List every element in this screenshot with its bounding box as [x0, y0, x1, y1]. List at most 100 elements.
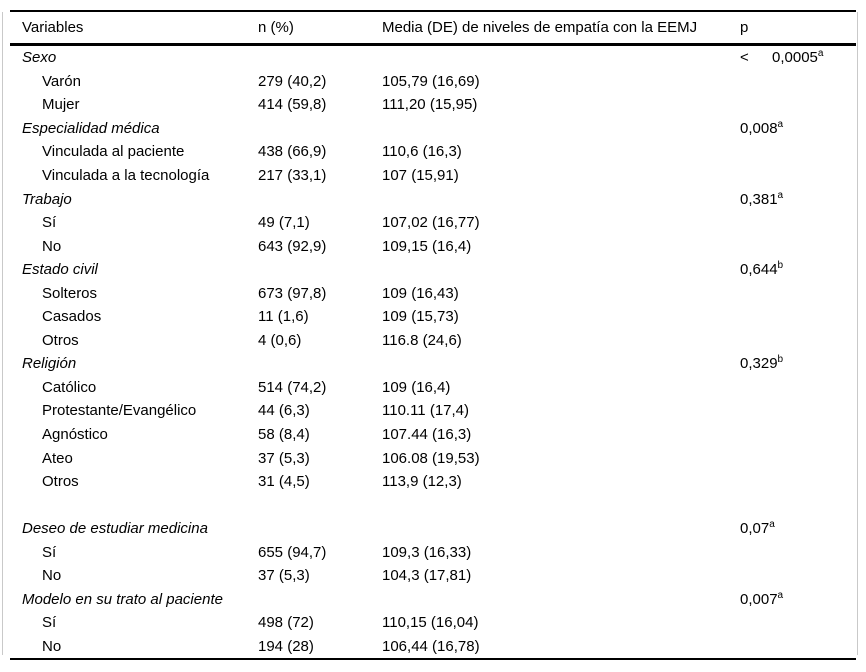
- row-n-value: 4 (0,6): [258, 331, 302, 349]
- row-media-value: 110,15 (16,04): [382, 614, 479, 632]
- table-row: Casados 11 (1,6) 109 (15,73): [10, 305, 856, 329]
- row-n-value: 44 (6,3): [258, 402, 310, 420]
- table-header-row: Variables n (%) Media (DE) de niveles de…: [10, 10, 856, 46]
- table-row: Mujer 414 (59,8) 111,20 (15,95): [10, 93, 856, 117]
- row-media-value: 110.11 (17,4): [382, 402, 470, 420]
- table-row: No 194 (28) 106,44 (16,78): [10, 635, 856, 659]
- p-number: 0,644: [740, 261, 778, 279]
- row-media-value: 111,20 (15,95): [382, 96, 478, 114]
- table-row: No 37 (5,3) 104,3 (17,81): [10, 564, 856, 588]
- row-label: Vinculada a la tecnología: [42, 167, 210, 184]
- row-n-value: 37 (5,3): [258, 449, 310, 467]
- row-n-value: 11 (1,6): [258, 308, 309, 326]
- row-label: Ateo: [42, 449, 73, 467]
- row-label: Otros: [42, 473, 79, 491]
- row-media-value: 106,44 (16,78): [382, 637, 480, 655]
- table-row: Estado civil 0,644b: [10, 258, 856, 282]
- table-row: Otros 31 (4,5) 113,9 (12,3): [10, 470, 856, 494]
- row-n-value: 194 (28): [258, 637, 314, 655]
- row-media-value: 116.8 (24,6): [382, 331, 462, 349]
- row-label: Católico: [42, 378, 97, 396]
- row-label: Varón: [42, 72, 81, 90]
- header-variables: Variables: [22, 19, 84, 36]
- table-row: Solteros 673 (97,8) 109 (16,43): [10, 281, 856, 305]
- row-label: Trabajo: [22, 190, 72, 208]
- row-n-value: 438 (66,9): [258, 143, 327, 161]
- row-media-value: 105,79 (16,69): [382, 72, 480, 90]
- row-label: Sexo: [22, 49, 57, 67]
- row-media-value: 106.08 (19,53): [382, 449, 480, 467]
- row-label: Especialidad médica: [22, 119, 160, 137]
- row-n-value: 414 (59,8): [258, 96, 327, 114]
- row-label: Vinculada al paciente: [42, 143, 185, 161]
- row-label: Agnóstico: [42, 426, 108, 444]
- row-media-value: 109 (16,4): [382, 378, 451, 396]
- p-superscript: a: [777, 118, 784, 130]
- row-n-value: 673 (97,8): [258, 284, 327, 302]
- row-media-value: 104,3 (17,81): [382, 567, 472, 585]
- table-row: Sí 49 (7,1) 107,02 (16,77): [10, 211, 856, 235]
- p-number: 0,007: [740, 590, 778, 608]
- row-media-value: 107 (15,91): [382, 167, 459, 184]
- row-media-value: 109,3 (16,33): [382, 543, 472, 561]
- table-row: Vinculada a la tecnología 217 (33,1) 107…: [10, 164, 856, 188]
- table-row: Vinculada al paciente 438 (66,9) 110,6 (…: [10, 140, 856, 164]
- row-label: Casados: [42, 308, 102, 326]
- p-less-than-sign: <: [740, 49, 749, 67]
- row-label: Sí: [42, 214, 57, 232]
- table-row: Varón 279 (40,2) 105,79 (16,69): [10, 70, 856, 94]
- row-p-value: 0,329b: [718, 354, 856, 373]
- p-number: 0,381: [740, 190, 778, 208]
- row-label: No: [42, 637, 62, 655]
- row-n-value: 217 (33,1): [258, 167, 327, 184]
- table-row: Otros 4 (0,6) 116.8 (24,6): [10, 329, 856, 353]
- row-label: No: [42, 237, 62, 255]
- p-superscript: b: [777, 260, 784, 272]
- table-row: [10, 493, 856, 517]
- row-label: Estado civil: [22, 261, 98, 279]
- table-row: Deseo de estudiar medicina 0,07a: [10, 517, 856, 541]
- row-p-value: 0,07a: [718, 520, 856, 538]
- row-p-value: 0,381a: [718, 189, 856, 208]
- table-body: Sexo <0,0005a Varón 279 (40,2) 105,79 (1…: [10, 46, 856, 661]
- p-number: 0,329: [740, 355, 778, 373]
- table-row: Ateo 37 (5,3) 106.08 (19,53): [10, 446, 856, 470]
- p-number: 0,008: [740, 119, 778, 137]
- p-superscript: a: [777, 589, 784, 601]
- row-label: Solteros: [42, 284, 98, 302]
- table-row: Religión 0,329b: [10, 352, 856, 376]
- table-row: Modelo en su trato al paciente 0,007a: [10, 588, 856, 612]
- row-n-value: 58 (8,4): [258, 426, 310, 444]
- row-label: No: [42, 567, 62, 585]
- table-row: Católico 514 (74,2) 109 (16,4): [10, 376, 856, 400]
- table-row: No 643 (92,9) 109,15 (16,4): [10, 234, 856, 258]
- row-label: Otros: [42, 331, 79, 349]
- table-row: Agnóstico 58 (8,4) 107.44 (16,3): [10, 423, 856, 447]
- row-p-value: 0,008a: [718, 118, 856, 137]
- row-label: Modelo en su trato al paciente: [22, 590, 223, 608]
- row-p-value: 0,644b: [718, 260, 856, 279]
- p-superscript: b: [777, 354, 784, 366]
- row-n-value: 37 (5,3): [258, 567, 310, 585]
- p-superscript: a: [817, 48, 824, 60]
- row-n-value: 498 (72): [258, 614, 314, 632]
- row-media-value: 109 (16,43): [382, 284, 459, 302]
- row-n-value: 655 (94,7): [258, 543, 327, 561]
- p-number: 0,0005: [772, 49, 818, 67]
- row-media-value: 110,6 (16,3): [382, 143, 462, 161]
- row-label: Sí: [42, 543, 57, 561]
- row-media-value: 113,9 (12,3): [382, 473, 462, 491]
- header-p: p: [740, 19, 749, 36]
- row-media-value: 109,15 (16,4): [382, 237, 472, 255]
- row-label: Protestante/Evangélico: [42, 402, 197, 420]
- table-row: Protestante/Evangélico 44 (6,3) 110.11 (…: [10, 399, 856, 423]
- table-row: Trabajo 0,381a: [10, 187, 856, 211]
- row-label: Mujer: [42, 96, 80, 114]
- row-n-value: 643 (92,9): [258, 237, 327, 255]
- row-n-value: 31 (4,5): [258, 473, 310, 491]
- row-label: Religión: [22, 355, 77, 373]
- table-row: Especialidad médica 0,008a: [10, 117, 856, 141]
- row-n-value: 279 (40,2): [258, 72, 327, 90]
- p-number: 0,07: [740, 520, 770, 538]
- p-superscript: a: [777, 189, 784, 201]
